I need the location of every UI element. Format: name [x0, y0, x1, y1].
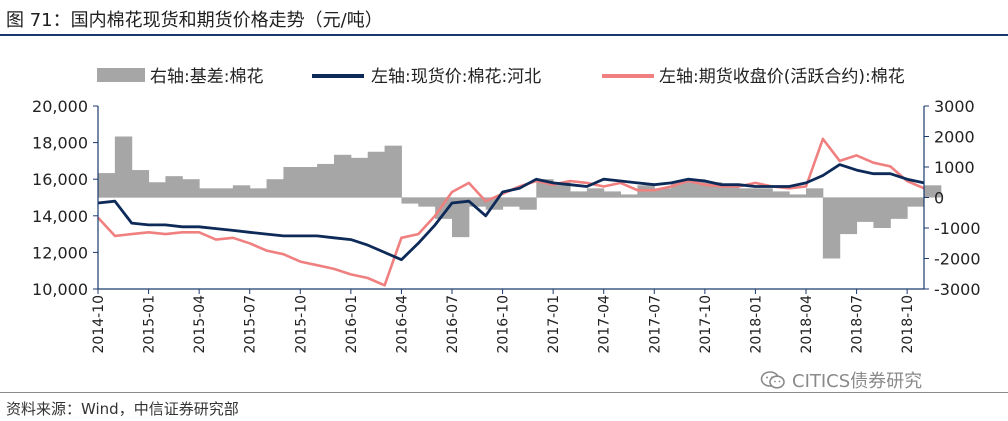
- basis-bar: [620, 194, 638, 198]
- basis-bar: [300, 167, 318, 198]
- basis-bar: [586, 188, 605, 198]
- basis-bar: [182, 179, 200, 198]
- basis-bar: [249, 188, 268, 198]
- x-tick-label: 2017-04: [597, 295, 613, 354]
- right-tick-label: 2000: [934, 128, 975, 147]
- right-tick-label: -1000: [934, 219, 981, 238]
- source-note: 资料来源：Wind，中信证券研究部: [6, 400, 239, 418]
- x-tick-label: 2017-10: [698, 295, 714, 354]
- right-tick-label: 1000: [934, 158, 975, 177]
- watermark-text: CITICS债券研究: [792, 371, 923, 392]
- basis-bar: [570, 191, 588, 198]
- basis-bar: [384, 145, 402, 198]
- legend: 右轴:基差:棉花 左轴:现货价:棉花:河北 左轴:期货收盘价(活跃合约):棉花: [97, 67, 905, 87]
- x-tick-label: 2018-07: [850, 295, 866, 354]
- basis-bar: [822, 197, 841, 259]
- basis-bar: [266, 179, 284, 198]
- basis-bar: [873, 197, 891, 228]
- basis-bar: [334, 154, 352, 198]
- basis-bar: [98, 173, 116, 198]
- x-tick-label: 2018-10: [900, 295, 916, 354]
- x-tick-label: 2015-07: [243, 295, 259, 354]
- basis-bar: [924, 185, 942, 198]
- basis-bar: [148, 182, 166, 198]
- basis-bar: [772, 191, 790, 198]
- basis-bar: [283, 167, 301, 198]
- basis-bar: [114, 136, 133, 198]
- spot-price-line: [97, 163, 925, 262]
- basis-bar: [468, 197, 487, 207]
- basis-bar: [654, 188, 672, 198]
- right-tick-label: 3000: [934, 97, 975, 116]
- x-tick-label: 2015-10: [293, 295, 309, 354]
- right-tick-label: 0: [934, 189, 944, 208]
- futures-price-line: [97, 137, 925, 287]
- x-tick-label: 2017-07: [647, 295, 663, 354]
- x-tick-label: 2016-04: [394, 295, 410, 354]
- legend-label: 左轴:现货价:棉花:河北: [371, 67, 541, 87]
- axes: 10,000 12,000 14,000 16,000 18,000 20,000 -300…: [32, 97, 980, 354]
- basis-bar: [907, 197, 925, 207]
- legend-label: 右轴:基差:棉花: [150, 67, 263, 87]
- basis-bar: [435, 197, 453, 219]
- basis-bar: [350, 157, 369, 198]
- basis-bar: [232, 185, 251, 198]
- line-series-layer: [97, 137, 925, 287]
- basis-bar: [502, 197, 520, 207]
- x-tick-label: 2017-01: [546, 295, 562, 354]
- left-tick-label: 20,000: [32, 97, 88, 116]
- basis-bar: [317, 163, 335, 198]
- basis-bar: [856, 197, 874, 222]
- chart: 右轴:基差:棉花 左轴:现货价:棉花:河北 左轴:期货收盘价(活跃合约):棉花 10…: [32, 67, 980, 354]
- basis-bar: [721, 185, 740, 198]
- basis-bar: [806, 188, 824, 198]
- watermark: CITICS债券研究: [760, 367, 922, 393]
- basis-bar: [755, 188, 773, 198]
- right-tick-label: -2000: [934, 250, 981, 269]
- wechat-icon: [760, 371, 785, 389]
- legend-swatch-basis: [97, 68, 145, 82]
- title-divider: [0, 34, 1008, 36]
- basis-bar: [199, 188, 217, 198]
- left-tick-label: 12,000: [32, 243, 88, 262]
- left-tick-label: 10,000: [32, 280, 88, 299]
- right-tick-label: -3000: [934, 280, 981, 299]
- x-tick-label: 2015-04: [192, 295, 208, 354]
- left-tick-label: 14,000: [32, 207, 88, 226]
- basis-bar: [401, 197, 419, 204]
- basis-bar: [553, 182, 571, 198]
- x-tick-label: 2016-07: [445, 295, 461, 354]
- basis-bar: [165, 176, 183, 198]
- x-tick-label: 2014-10: [91, 295, 107, 354]
- basis-bar: [789, 194, 807, 198]
- basis-bar: [367, 151, 386, 198]
- x-tick-label: 2016-01: [344, 295, 360, 354]
- basis-bar: [216, 188, 234, 198]
- legend-label: 左轴:期货收盘价(活跃合约):棉花: [659, 67, 905, 87]
- basis-bar: [131, 170, 150, 198]
- page-title: 图 71：国内棉花现货和期货价格走势（元/吨）: [6, 10, 383, 31]
- x-tick-label: 2016-10: [496, 295, 512, 354]
- x-tick-label: 2015-01: [142, 295, 158, 354]
- basis-bar: [738, 188, 756, 198]
- basis-bar: [603, 191, 622, 198]
- left-tick-label: 16,000: [32, 170, 88, 189]
- left-tick-label: 18,000: [32, 134, 88, 153]
- basis-bar: [519, 197, 537, 210]
- basis-bar: [452, 197, 470, 238]
- basis-bar: [890, 197, 908, 219]
- basis-bar: [418, 197, 436, 207]
- basis-area-series: [98, 136, 942, 259]
- basis-bar: [839, 197, 858, 235]
- source-divider: [0, 392, 1008, 393]
- x-tick-label: 2018-01: [748, 295, 764, 354]
- x-tick-label: 2018-04: [799, 295, 815, 354]
